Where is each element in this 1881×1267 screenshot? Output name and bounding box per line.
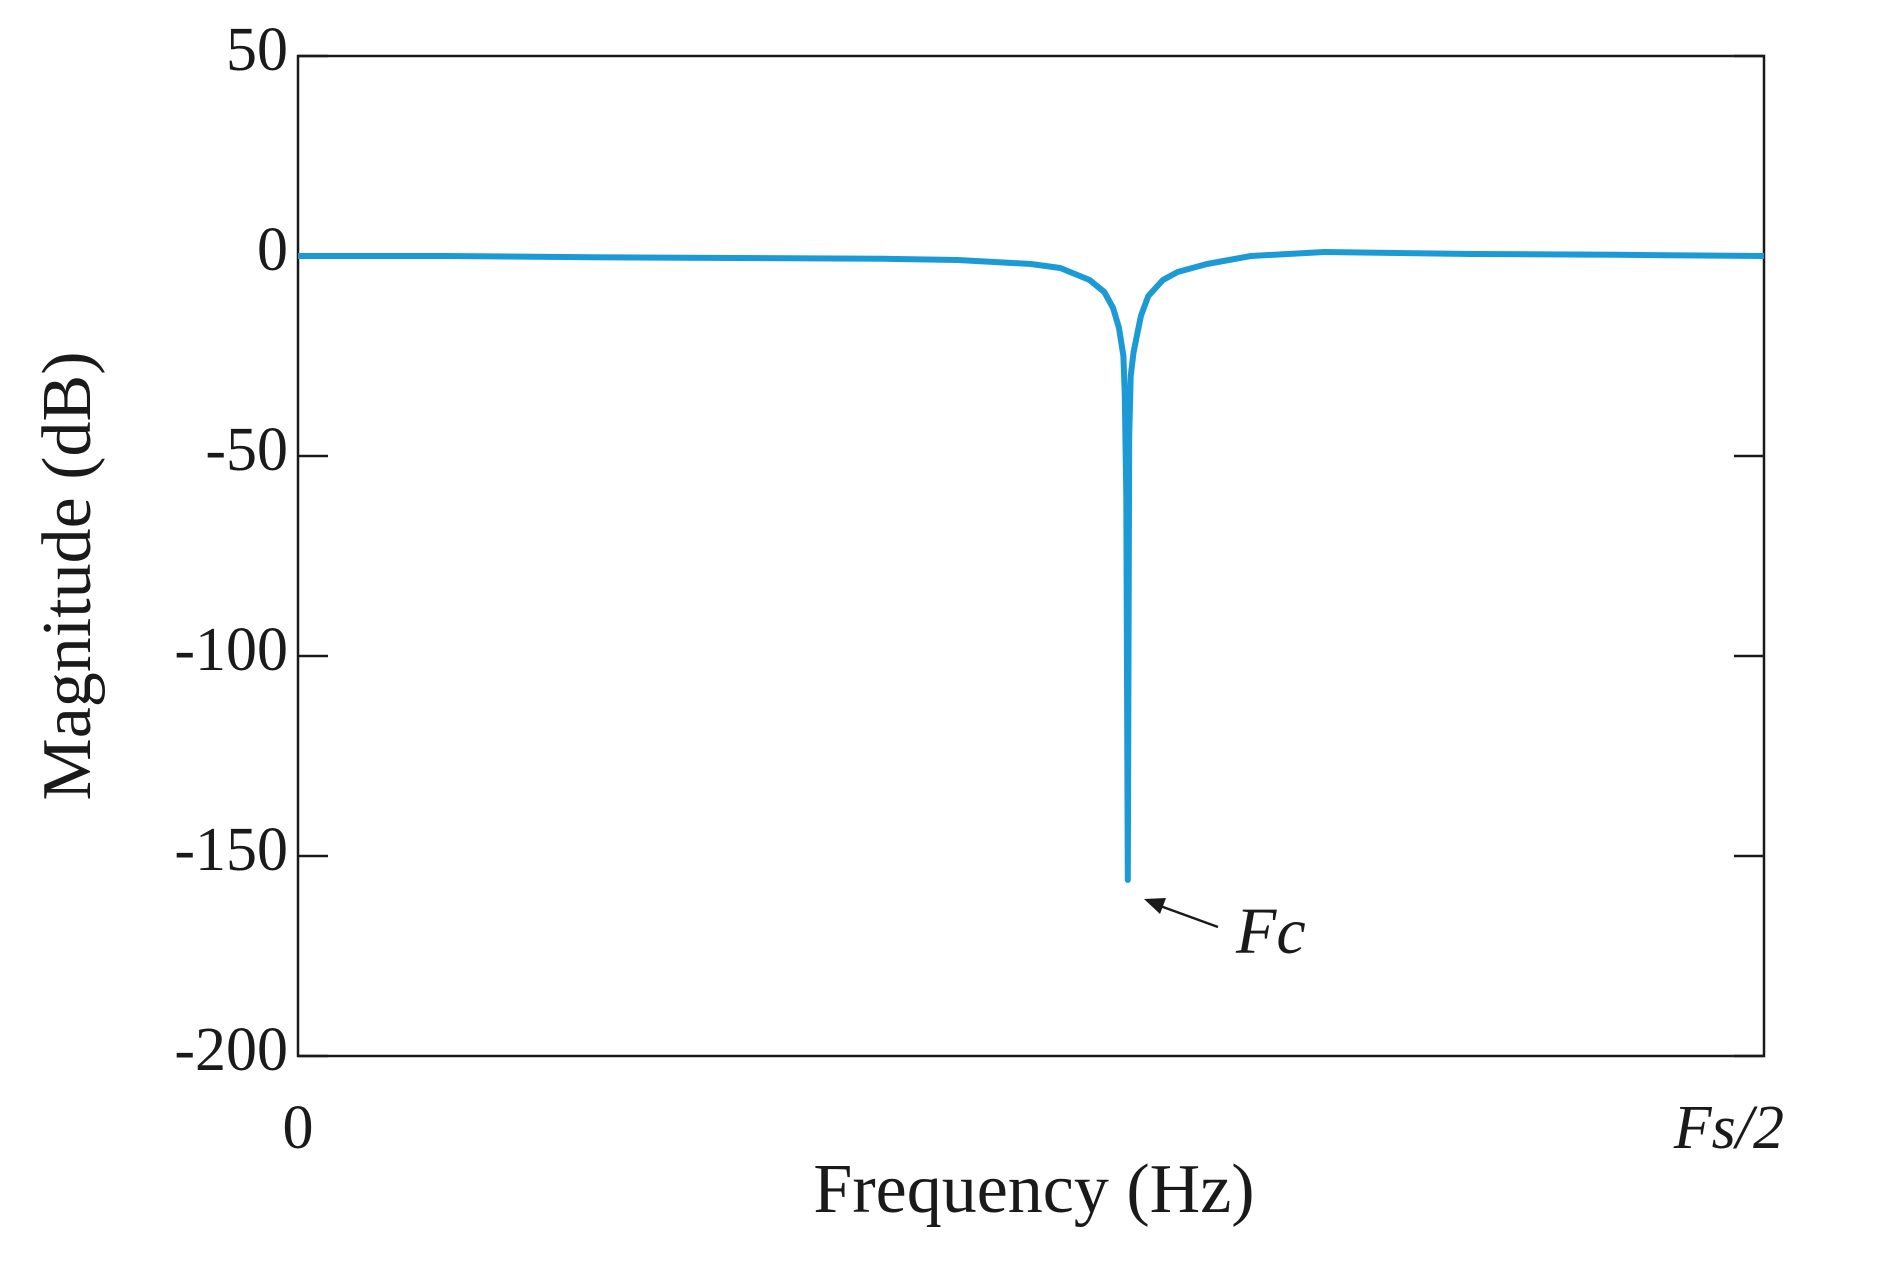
y-tick-label: -100	[174, 616, 288, 684]
annotation: Fc	[1235, 895, 1306, 968]
data-line	[298, 249, 1765, 883]
y-tick-label: 0	[257, 216, 288, 284]
y-tick-label: -200	[174, 1016, 288, 1084]
annotation-arrowhead	[1144, 898, 1166, 914]
plot-frame	[296, 54, 1766, 1058]
y-tick-label: -50	[205, 416, 288, 484]
x-axis-label: Frequency (Hz)	[813, 1151, 1254, 1228]
x-tick-label: Fs/2	[1673, 1094, 1784, 1162]
x-tick-label: 0	[283, 1094, 314, 1162]
annotation-arrow	[1151, 901, 1219, 929]
y-tick-label: -150	[174, 816, 288, 884]
y-tick-label: 50	[226, 16, 288, 84]
y-axis-label: Magnitude (dB)	[29, 351, 106, 800]
